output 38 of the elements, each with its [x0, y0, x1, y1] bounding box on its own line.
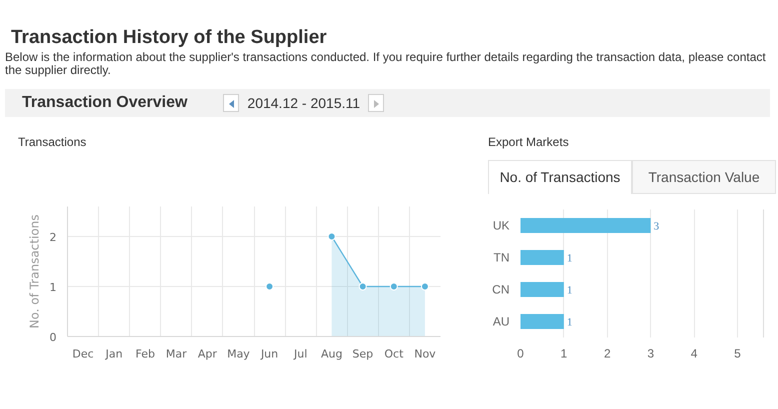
data-label: 1: [566, 316, 572, 328]
y-tick-label: CN: [492, 282, 510, 296]
x-tick-label: Jan: [104, 348, 123, 360]
data-label: 1: [566, 252, 572, 264]
chart-title: Export Markets: [488, 134, 569, 151]
x-tick-label: Mar: [166, 348, 188, 360]
y-tick-label: 0: [50, 331, 56, 344]
x-tick-label: 2: [604, 346, 611, 360]
x-tick-label: May: [227, 348, 250, 360]
y-tick-label: AU: [492, 314, 510, 328]
x-tick-label: Dec: [72, 348, 94, 360]
x-tick-label: Aug: [320, 348, 342, 360]
x-tick-label: 0: [517, 346, 524, 360]
y-tick-label: TN: [494, 250, 510, 264]
text: Transaction Overview: [22, 92, 188, 113]
y-tick-label: UK: [492, 218, 510, 232]
x-tick-label: Apr: [198, 348, 218, 360]
tab-selected: No. of Transactions: [488, 160, 632, 194]
x-tick-label: Jun: [260, 348, 278, 360]
x-tick-label: Sep: [352, 348, 374, 360]
data-label: 3: [654, 220, 660, 232]
data-label: 1: [566, 284, 572, 296]
chart-title: Transactions: [18, 134, 86, 151]
x-tick-label: 3: [647, 346, 654, 360]
y-tick-label: 1: [50, 281, 56, 294]
x-tick-label: 5: [734, 346, 742, 360]
x-tick-label: 1: [560, 346, 568, 360]
x-tick-label: 4: [690, 346, 698, 360]
text: Transaction History of the Supplier: [11, 26, 328, 50]
x-tick-label: Jul: [292, 348, 308, 360]
y-axis-title: No. of Transactions: [28, 214, 42, 329]
x-tick-label: Feb: [135, 348, 155, 360]
x-tick-label: Nov: [414, 348, 436, 360]
tab: Transaction Value: [632, 160, 776, 194]
text: 2014.12 - 2015.11: [247, 94, 360, 113]
text: Below is the information about the supplier's transactions conducted. If you require further details regarding the transaction data, please contact the supplier directly.: [5, 50, 767, 77]
y-tick-label: 2: [50, 231, 56, 244]
x-tick-label: Oct: [384, 348, 404, 360]
